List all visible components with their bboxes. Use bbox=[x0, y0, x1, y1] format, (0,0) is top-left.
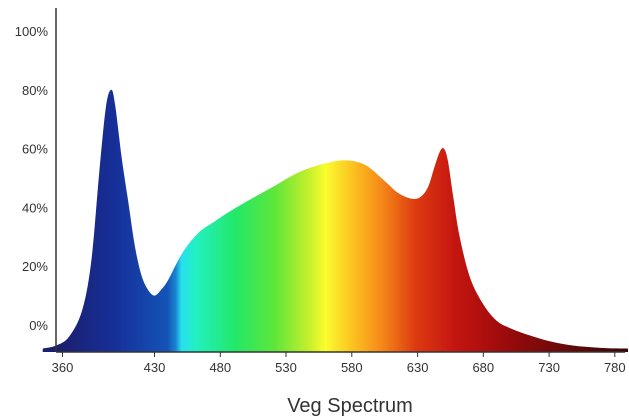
y-tick-label: 80% bbox=[22, 83, 48, 98]
x-tick-label: 680 bbox=[472, 360, 494, 375]
y-tick-label: 60% bbox=[22, 142, 48, 157]
x-tick-label: 530 bbox=[275, 360, 297, 375]
y-tick-label: 0% bbox=[29, 318, 48, 333]
x-tick-label: 480 bbox=[209, 360, 231, 375]
x-tick-label: 730 bbox=[538, 360, 560, 375]
x-axis-title: Veg Spectrum bbox=[287, 395, 413, 417]
x-tick-label: 780 bbox=[604, 360, 626, 375]
x-tick-label: 360 bbox=[52, 360, 74, 375]
y-tick-label: 100% bbox=[15, 24, 49, 39]
spectrum-area bbox=[42, 89, 629, 353]
x-tick-label: 580 bbox=[341, 360, 363, 375]
x-tick-label: 630 bbox=[407, 360, 429, 375]
y-tick-label: 20% bbox=[22, 259, 48, 274]
y-tick-label: 40% bbox=[22, 200, 48, 215]
x-tick-label: 430 bbox=[144, 360, 166, 375]
